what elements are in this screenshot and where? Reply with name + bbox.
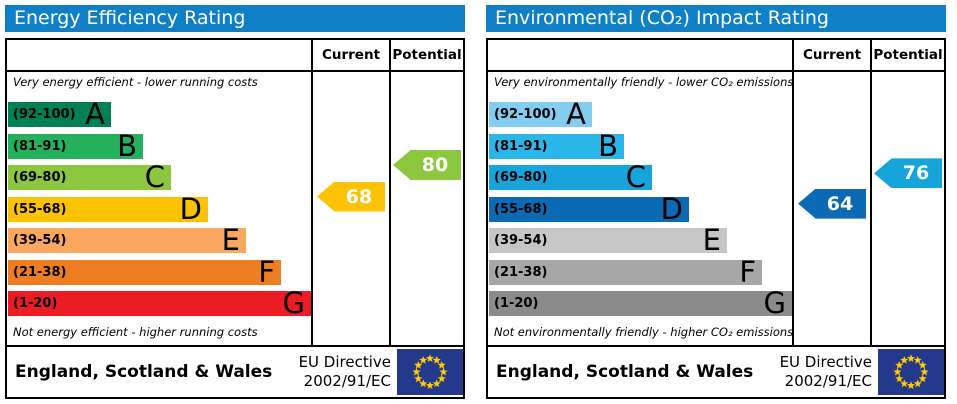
band-range-label: (81-91): [494, 138, 548, 154]
band-letter: F: [258, 254, 275, 289]
band-row-b: (81-91) B: [8, 128, 143, 163]
band-range-label: (69-80): [13, 170, 67, 185]
rating-scale: Very energy efficient - lower running co…: [7, 72, 463, 345]
top-caption: Very environmentally friendly - lower CO…: [494, 75, 794, 89]
rating-scale: Very environmentally friendly - lower CO…: [488, 72, 944, 345]
band-row-f: (21-38) F: [489, 254, 762, 289]
eu-directive-line2: 2002/91/EC: [303, 372, 391, 390]
eu-directive-label: EU Directive 2002/91/EC: [780, 353, 878, 391]
band-range-label: (21-38): [13, 264, 67, 280]
band-range-label: (69-80): [494, 170, 548, 185]
band-row-g: (1-20) G: [8, 286, 311, 320]
band-row-a: (92-100) A: [489, 97, 592, 131]
current-rating-arrow: 64: [798, 188, 866, 219]
rating-table: Current Potential Very environmentally f…: [486, 38, 946, 399]
top-caption: Very energy efficient - lower running co…: [13, 75, 258, 89]
footer-row: England, Scotland & Wales EU Directive 2…: [488, 345, 944, 397]
eu-flag-icon: [878, 349, 944, 395]
band-row-g: (1-20) G: [489, 286, 792, 320]
band-letter: A: [85, 97, 105, 131]
energy-efficiency-panel: Energy Efficiency Rating Current Potenti…: [5, 5, 465, 399]
footer-region-label: England, Scotland & Wales: [15, 362, 273, 382]
band-range-label: (92-100): [13, 107, 76, 122]
current-column-header: Current: [802, 47, 862, 63]
current-rating-arrow: 68: [317, 181, 385, 212]
eu-directive-label: EU Directive 2002/91/EC: [299, 353, 397, 391]
potential-rating-arrow: 76: [874, 158, 942, 189]
band-letter: E: [702, 223, 721, 257]
band-row-e: (39-54) E: [8, 223, 246, 257]
potential-column-header: Potential: [392, 47, 462, 63]
bottom-caption: Not environmentally friendly - higher CO…: [494, 325, 794, 339]
band-range-label: (1-20): [494, 296, 539, 311]
column-divider: [389, 40, 391, 345]
potential-rating-arrow: 80: [393, 150, 461, 180]
column-header-row: Current Potential: [488, 40, 944, 72]
column-header-row: Current Potential: [7, 40, 463, 72]
band-letter: D: [179, 191, 202, 226]
band-row-d: (55-68) D: [489, 191, 689, 226]
rating-table: Current Potential Very energy efficient …: [5, 38, 465, 399]
band-range-label: (21-38): [494, 264, 548, 280]
bottom-caption: Not energy efficient - higher running co…: [13, 325, 258, 339]
band-letter: G: [282, 286, 305, 320]
band-letter: G: [763, 286, 786, 320]
band-letter: B: [598, 128, 618, 163]
footer-row: England, Scotland & Wales EU Directive 2…: [7, 345, 463, 397]
band-row-c: (69-80) C: [8, 160, 171, 194]
band-range-label: (39-54): [13, 233, 67, 248]
column-divider: [870, 40, 872, 345]
column-divider: [311, 40, 313, 345]
band-range-label: (55-68): [13, 201, 67, 217]
band-letter: C: [625, 160, 646, 194]
band-letter: F: [739, 254, 756, 289]
band-range-label: (55-68): [494, 201, 548, 217]
band-letter: E: [221, 223, 240, 257]
environmental-impact-panel: Environmental (CO₂) Impact Rating Curren…: [486, 5, 946, 399]
eu-directive-line1: EU Directive: [298, 353, 391, 371]
footer-region-label: England, Scotland & Wales: [496, 362, 754, 382]
band-range-label: (81-91): [13, 138, 67, 154]
eu-flag-stars: [893, 354, 929, 389]
band-range-label: (1-20): [13, 296, 58, 311]
eu-flag-stars: [412, 354, 448, 389]
band-letter: C: [144, 160, 165, 194]
band-letter: A: [566, 97, 586, 131]
current-column-header: Current: [321, 47, 381, 63]
band-row-a: (92-100) A: [8, 97, 111, 131]
column-divider: [792, 40, 794, 345]
band-row-d: (55-68) D: [8, 191, 208, 226]
eu-flag-icon: [397, 349, 463, 395]
potential-column-header: Potential: [873, 47, 943, 63]
band-row-f: (21-38) F: [8, 254, 281, 289]
panel-title: Energy Efficiency Rating: [5, 5, 465, 32]
band-range-label: (39-54): [494, 233, 548, 248]
eu-directive-line1: EU Directive: [779, 353, 872, 371]
band-letter: D: [660, 191, 683, 226]
band-letter: B: [117, 128, 137, 163]
eu-directive-line2: 2002/91/EC: [784, 372, 872, 390]
band-row-e: (39-54) E: [489, 223, 727, 257]
band-range-label: (92-100): [494, 107, 557, 122]
panel-title: Environmental (CO₂) Impact Rating: [486, 5, 946, 32]
band-row-b: (81-91) B: [489, 128, 624, 163]
band-row-c: (69-80) C: [489, 160, 652, 194]
